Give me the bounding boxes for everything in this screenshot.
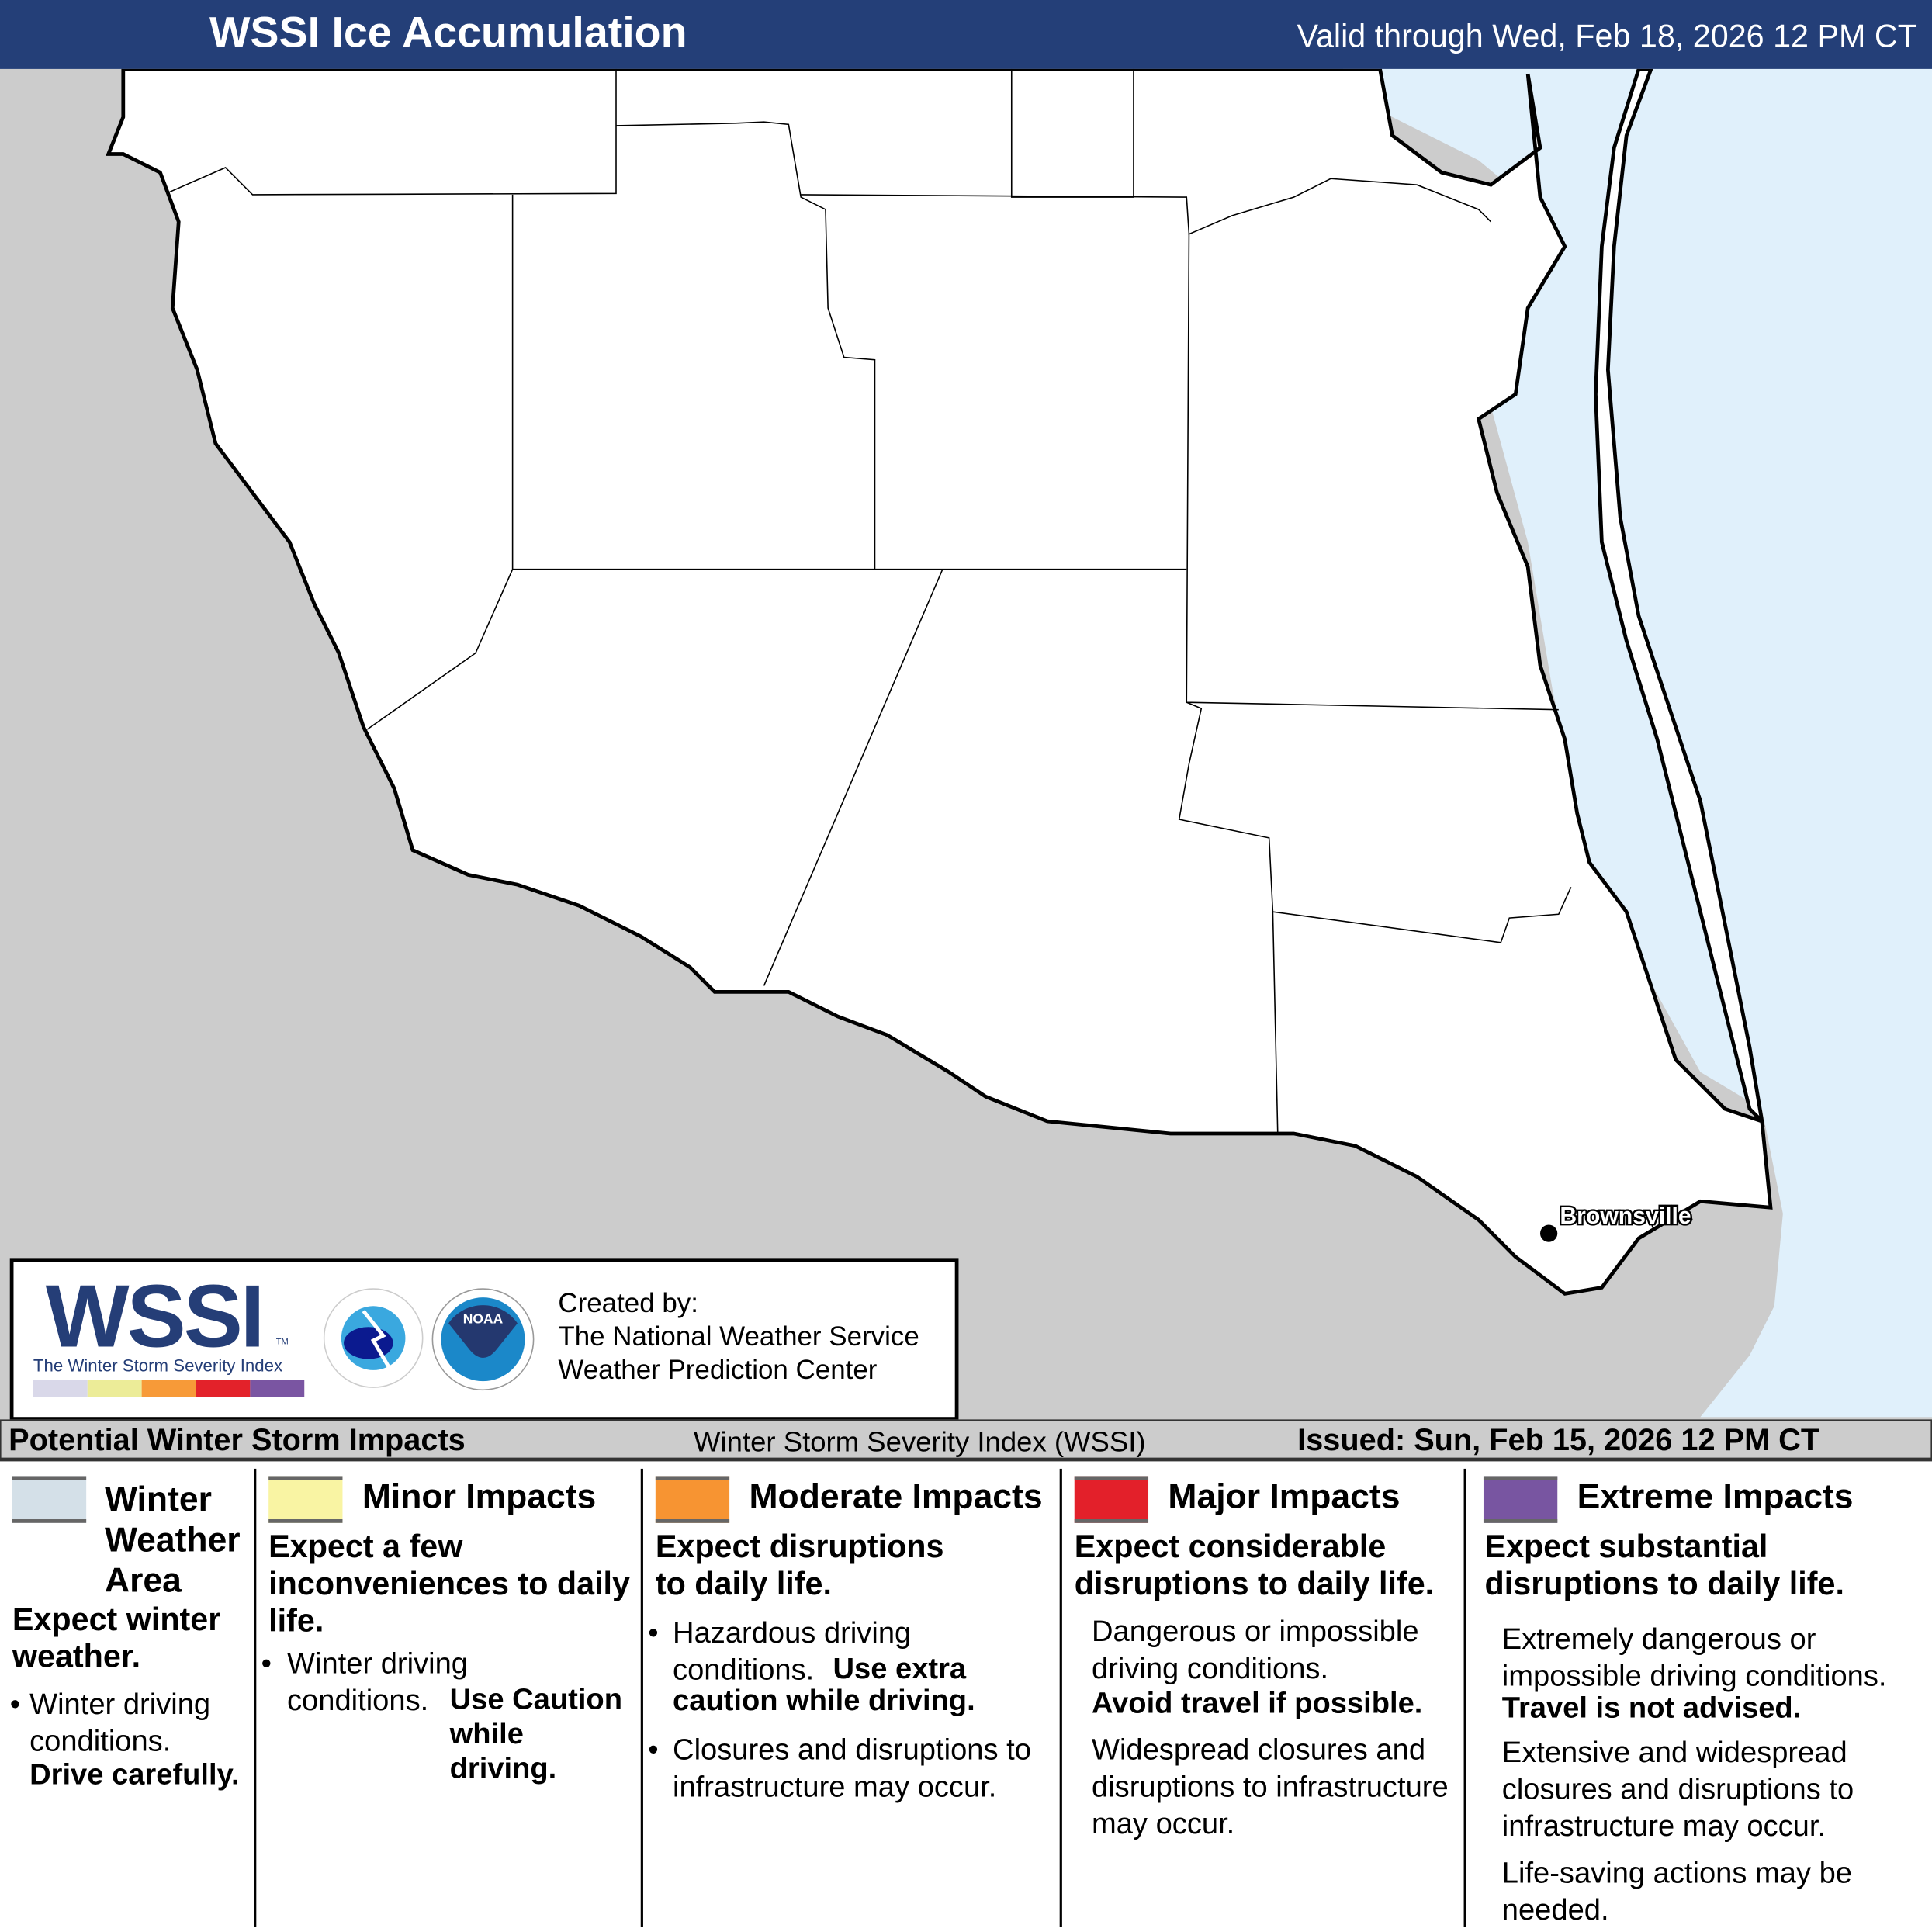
category-minor: Minor Impacts Expect a few inconvenience…	[256, 1461, 640, 1927]
texas-land	[106, 68, 1773, 1296]
category-summary: Expect considerable disruptions to daily…	[1074, 1528, 1435, 1602]
divider	[1059, 1468, 1062, 1927]
bullet-icon: •	[261, 1647, 272, 1681]
scale-swatch	[196, 1380, 251, 1397]
issued-time: Issued: Sun, Feb 15, 2026 12 PM CT	[1297, 1423, 1820, 1458]
category-summary: Expect winter weather.	[12, 1600, 221, 1675]
bullet-emphasis: Travel is not advised.	[1501, 1691, 1802, 1726]
category-title: Major Impacts	[1168, 1477, 1401, 1516]
wssi-logo-subtitle: The Winter Storm Severity Index	[33, 1355, 283, 1376]
bullet-text: Life-saving actions may be needed.	[1501, 1857, 1853, 1927]
county-lines	[166, 68, 1572, 1134]
category-summary: Expect a few inconveniences to daily lif…	[268, 1528, 630, 1639]
color-swatch	[1483, 1476, 1558, 1523]
bullet-text: Extremely dangerous or impossible drivin…	[1501, 1622, 1887, 1693]
nws-logo-icon	[323, 1288, 424, 1388]
category-extreme: Extreme Impacts Expect substantial disru…	[1466, 1461, 1932, 1927]
bullet-text: Hazardous driving conditions.	[673, 1616, 912, 1687]
bullet-emphasis: Drive carefully.	[29, 1758, 240, 1792]
bullet-text: Extensive and widespread closures and di…	[1501, 1736, 1854, 1844]
divider	[254, 1468, 257, 1927]
scale-swatch	[33, 1380, 88, 1397]
bullet-emphasis: Use extra caution while driving.	[673, 1652, 975, 1718]
category-title: Minor Impacts	[362, 1477, 597, 1516]
scale-swatch	[141, 1380, 196, 1397]
legend-header: Potential Winter Storm Impacts Winter St…	[0, 1419, 1932, 1462]
category-moderate: Moderate Impacts Expect disruptions to d…	[643, 1461, 1060, 1927]
category-summary: Expect substantial disruptions to daily …	[1484, 1528, 1844, 1602]
barrier-island	[1594, 68, 1765, 1127]
scale-swatch	[250, 1380, 305, 1397]
color-swatch	[12, 1476, 87, 1523]
category-title: Moderate Impacts	[749, 1477, 1043, 1516]
color-swatch	[268, 1476, 343, 1523]
legend-index-name: Winter Storm Severity Index (WSSI)	[694, 1425, 1146, 1458]
category-title: Extreme Impacts	[1577, 1477, 1854, 1516]
gulf-water	[1342, 68, 1932, 1418]
impact-legend: Winter Weather Area Expect winter weathe…	[0, 1461, 1932, 1932]
color-swatch	[1074, 1476, 1149, 1523]
bullet-text: Closures and disruptions to infrastructu…	[673, 1733, 1031, 1804]
noaa-text: NOAA	[463, 1311, 504, 1327]
legend-title: Potential Winter Storm Impacts	[9, 1423, 466, 1458]
bullet-emphasis: Avoid travel if possible.	[1091, 1686, 1423, 1720]
city-label-brownsville: Brownsville	[1560, 1203, 1691, 1229]
brownsville-marker	[1540, 1224, 1558, 1242]
category-winter-weather: Winter Weather Area Expect winter weathe…	[0, 1461, 254, 1927]
map: Brownsville	[0, 68, 1932, 1420]
category-major: Major Impacts Expect considerable disrup…	[1062, 1461, 1464, 1927]
map-title: WSSI Ice Accumulation	[209, 9, 687, 57]
bullet-emphasis: Use Caution while driving.	[449, 1683, 622, 1786]
credit-line: The National Weather Service	[558, 1321, 919, 1352]
noaa-logo-icon: NOAA	[431, 1288, 535, 1391]
divider	[1463, 1468, 1466, 1927]
credits-box: WSSI TM The Winter Storm Severity Index …	[9, 1258, 959, 1421]
bullet-text: Winter driving conditions.	[29, 1688, 211, 1759]
category-title: Winter Weather Area	[104, 1480, 241, 1600]
divider	[640, 1468, 643, 1927]
scale-swatch	[87, 1380, 142, 1397]
bullet-text: Widespread closures and disruptions to i…	[1091, 1733, 1449, 1841]
valid-time: Valid through Wed, Feb 18, 2026 12 PM CT	[1297, 17, 1917, 54]
credit-line: Created by:	[558, 1287, 698, 1319]
color-swatch	[655, 1476, 730, 1523]
header-bar: WSSI Ice Accumulation Valid through Wed,…	[0, 0, 1932, 69]
bullet-text: Dangerous or impossible driving conditio…	[1091, 1615, 1419, 1686]
bullet-icon: •	[9, 1688, 21, 1722]
bullet-icon: •	[648, 1616, 659, 1650]
category-summary: Expect disruptions to daily life.	[655, 1528, 944, 1602]
bullet-text: Winter driving conditions.	[287, 1647, 468, 1718]
credit-line: Weather Prediction Center	[558, 1354, 878, 1385]
trademark: TM	[275, 1338, 289, 1347]
bullet-icon: •	[648, 1733, 659, 1768]
wssi-logo: WSSI	[45, 1268, 265, 1367]
